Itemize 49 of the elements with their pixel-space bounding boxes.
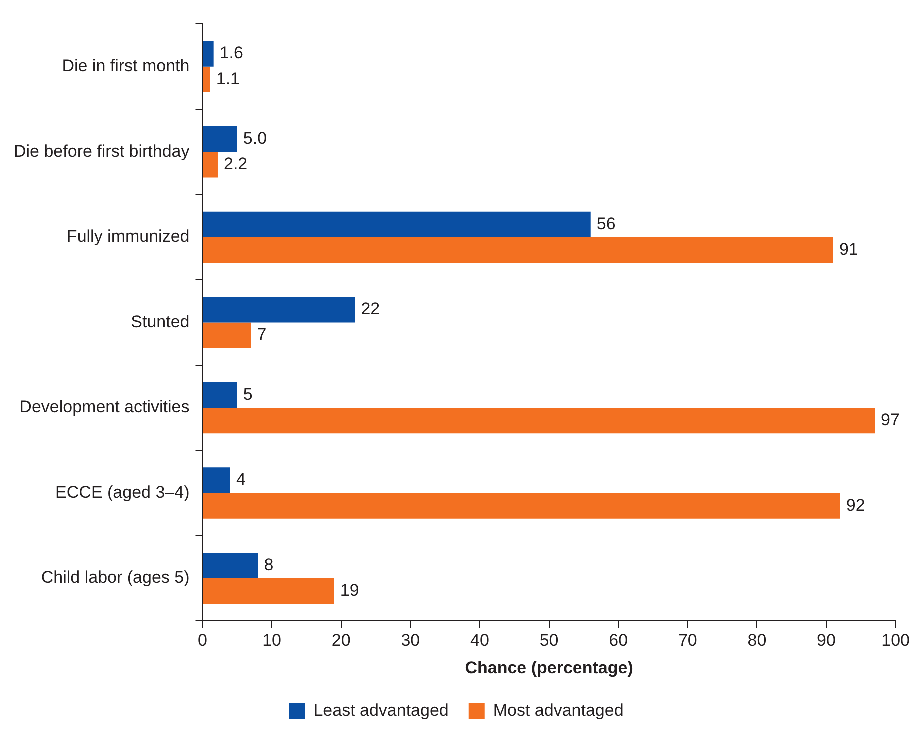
bar (203, 212, 591, 238)
data-label: 97 (881, 410, 900, 430)
legend-label: Least advantaged (314, 701, 449, 720)
y-tick-label: Development activities (20, 398, 190, 417)
x-tick-label: 20 (332, 631, 351, 650)
bar (203, 468, 230, 494)
x-tick-label: 10 (262, 631, 282, 650)
data-label: 1.1 (216, 69, 240, 88)
bar (203, 493, 840, 519)
data-label: 91 (839, 240, 858, 259)
bar (203, 408, 876, 434)
x-tick-label: 0 (198, 631, 208, 650)
data-label: 1.6 (220, 44, 244, 63)
x-tick-label: 90 (817, 631, 836, 650)
x-tick-label: 80 (748, 631, 767, 650)
bar (203, 322, 252, 348)
data-label: 22 (361, 300, 380, 319)
y-tick-label: ECCE (aged 3–4) (56, 482, 190, 502)
bar (203, 297, 356, 323)
data-label: 8 (264, 555, 274, 574)
data-label: 5 (243, 384, 253, 404)
data-label: 5.0 (243, 129, 268, 148)
bar (203, 237, 834, 263)
data-label: 19 (340, 581, 360, 600)
y-tick-label: Die before first birthday (14, 142, 190, 161)
data-label: 56 (596, 214, 616, 234)
x-tick-label: 30 (401, 631, 420, 650)
bar (203, 578, 334, 604)
y-tick-label: Child labor (ages 5) (41, 568, 190, 588)
bar (203, 382, 238, 408)
data-label: 92 (846, 496, 866, 515)
data-label: 7 (257, 325, 267, 344)
bar (203, 552, 258, 579)
x-tick-label: 50 (540, 631, 559, 650)
y-tick-label: Die in first month (62, 56, 190, 76)
y-tick-label: Stunted (131, 312, 190, 332)
data-label: 2.2 (224, 154, 248, 174)
bar (203, 41, 214, 67)
x-tick-label: 60 (609, 631, 628, 650)
bar (203, 126, 238, 152)
x-axis-title: Chance (percentage) (465, 658, 634, 678)
x-tick-label: 70 (678, 631, 698, 650)
bar (203, 152, 218, 178)
bar (203, 66, 210, 92)
x-tick-label: 40 (470, 631, 490, 650)
x-tick-label: 100 (882, 631, 910, 650)
legend-label: Most advantaged (493, 701, 624, 720)
data-label: 4 (236, 470, 246, 490)
y-tick-label: Fully immunized (66, 227, 190, 246)
